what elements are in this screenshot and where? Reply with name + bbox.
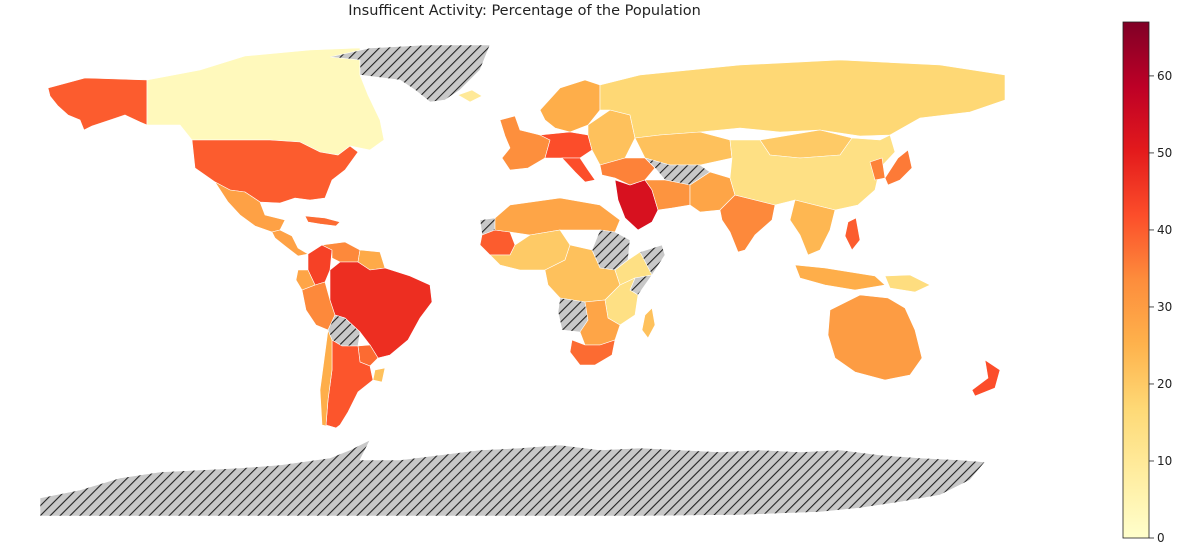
colorbar: 0 10 20 30 40 50 60 (1122, 21, 1172, 545)
colorbar-ticks: 0 10 20 30 40 50 60 (1149, 69, 1172, 545)
colorbar-tick-label: 0 (1157, 531, 1165, 545)
region-canada (146, 47, 385, 156)
region-iran (644, 179, 691, 211)
region-caribbean (304, 215, 341, 227)
region-iceland (457, 89, 483, 103)
region-saudi-arabia (614, 179, 659, 231)
region-japan (884, 149, 913, 186)
region-india (719, 194, 776, 253)
chart-title: Insufficent Activity: Percentage of the … (348, 3, 701, 19)
colorbar-tick-label: 40 (1157, 223, 1172, 237)
region-indonesia (794, 264, 886, 291)
region-scandinavia (539, 79, 601, 133)
region-australia (827, 294, 923, 381)
region-philippines (844, 217, 861, 251)
region-mexico (214, 181, 286, 233)
colorbar-tick-label: 30 (1157, 300, 1172, 314)
region-ecuador (295, 269, 316, 291)
region-mongolia (759, 129, 853, 159)
region-papua-new-guinea (884, 274, 931, 293)
region-mauritania (479, 229, 516, 256)
region-north-africa (494, 197, 621, 236)
region-china (729, 134, 896, 211)
colorbar-tick-label: 60 (1157, 69, 1172, 83)
region-chile (319, 328, 337, 429)
region-alaska (47, 77, 148, 131)
region-madagascar (641, 307, 656, 339)
region-south-africa (569, 339, 616, 366)
region-antarctica (40, 439, 986, 517)
colorbar-tick-label: 50 (1157, 146, 1172, 160)
region-uruguay (372, 367, 386, 383)
colorbar-tick-label: 10 (1157, 454, 1172, 468)
colorbar-tick-label: 20 (1157, 377, 1172, 391)
colorbar-gradient (1122, 21, 1150, 539)
region-new-zealand (971, 359, 1001, 397)
region-southeast-asia (789, 199, 836, 256)
region-greenland (329, 44, 491, 103)
region-western-europe (499, 115, 551, 171)
region-eastern-europe (587, 109, 636, 166)
region-russia (599, 59, 1006, 139)
region-central-america (271, 229, 309, 257)
region-italy (561, 157, 596, 183)
country-regions (40, 44, 1006, 517)
world-choropleth-map (40, 44, 1006, 517)
